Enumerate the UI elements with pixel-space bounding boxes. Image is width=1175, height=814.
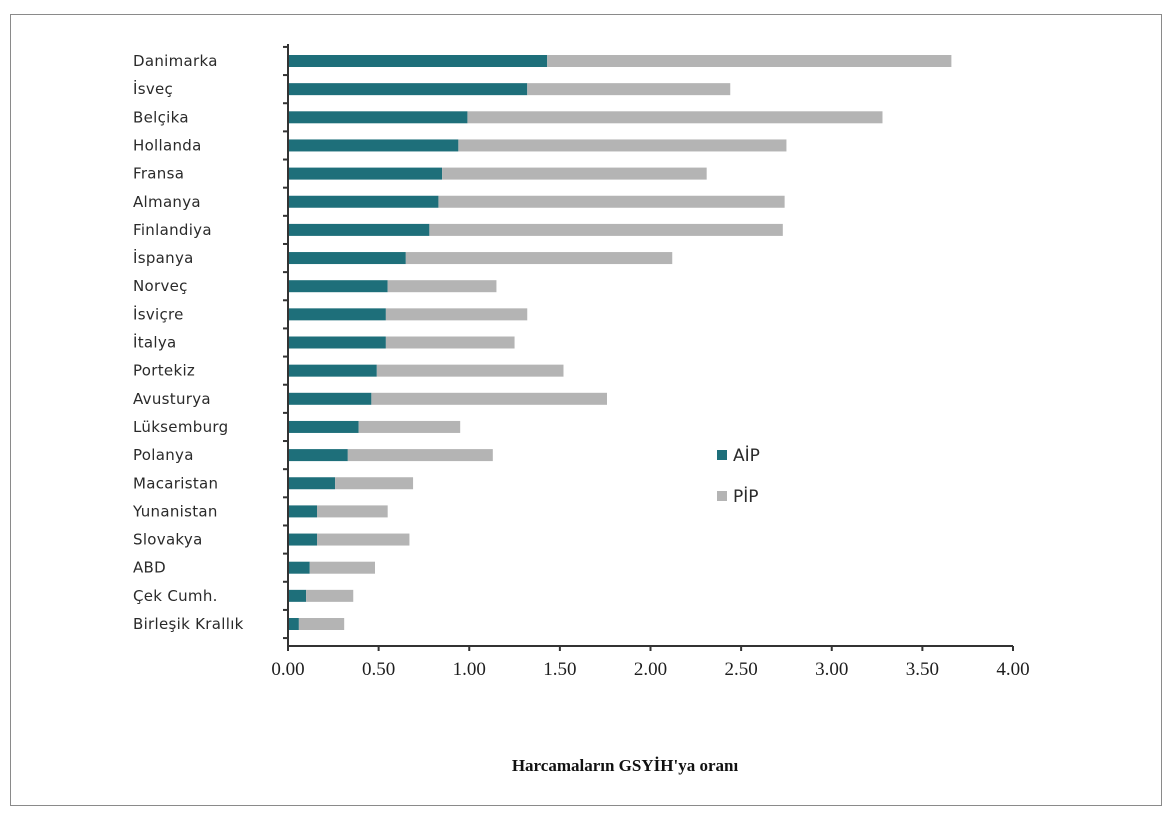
x-tick-label: 0.00 [271, 659, 304, 680]
bar-pip [387, 280, 497, 293]
bar-pip [385, 336, 515, 349]
x-tick-label: 1.00 [453, 659, 486, 680]
bar-pip [358, 420, 461, 433]
category-label: İsveç [133, 79, 173, 98]
category-label: Birleşik Krallık [133, 615, 244, 633]
bar-aip [288, 55, 548, 67]
category-label: Danimarka [133, 52, 218, 70]
x-tick-label: 2.50 [725, 659, 758, 680]
category-label: Polanya [133, 446, 194, 464]
x-tick-label: 3.00 [815, 659, 848, 680]
bar-pip [527, 83, 731, 96]
category-labels: Danimarka İsveç Belçika Hollanda Fransa Alman… [132, 52, 244, 633]
bar-pip [442, 167, 707, 180]
category-label: Belçika [133, 108, 189, 126]
bar-aip [288, 364, 377, 377]
legend-swatch [717, 450, 727, 460]
x-axis-ticks: 0.00 0.50 1.00 1.50 2.00 2.50 3.00 3.50 4.00 [271, 646, 1030, 680]
bar-pip [371, 392, 607, 405]
category-label: İspanya [133, 248, 194, 267]
bar-pip [347, 449, 493, 462]
legend-label: PİP [733, 486, 759, 507]
x-tick-label: 2.00 [634, 659, 667, 680]
x-tick-label: 1.50 [543, 659, 576, 680]
category-label: Macaristan [133, 474, 218, 492]
bar-aip [288, 618, 299, 630]
bar-aip [288, 83, 528, 96]
bar-pip [547, 55, 952, 67]
category-label: Finlandiya [133, 221, 212, 239]
category-label: İsviçre [133, 304, 184, 323]
bar-pip [405, 252, 673, 265]
bar-aip [288, 308, 386, 321]
x-tick-label: 3.50 [906, 659, 939, 680]
bar-aip [288, 505, 317, 518]
bar-aip [288, 392, 372, 405]
bar-aip [288, 139, 459, 152]
bar-pip [467, 111, 883, 124]
bar-aip [288, 589, 307, 602]
bar-aip [288, 449, 348, 462]
bar-pip [335, 477, 414, 490]
x-tick-label: 0.50 [362, 659, 395, 680]
y-axis-ticks [283, 45, 288, 640]
bar-aip [288, 280, 388, 293]
bar-aip [288, 223, 430, 236]
x-axis-title: Harcamaların GSYİH'ya oranı [512, 756, 739, 775]
category-label: ABD [133, 559, 166, 577]
bar-aip [288, 336, 386, 349]
bar-pip [306, 589, 354, 602]
bar-aip [288, 533, 317, 546]
bar-aip [288, 167, 443, 180]
category-label: Yunanistan [132, 502, 218, 520]
bar-pip [317, 505, 388, 518]
category-label: Hollanda [133, 136, 202, 154]
bar-aip [288, 477, 336, 490]
bar-aip [288, 252, 406, 265]
bar-pip [385, 308, 528, 321]
bar-pip [309, 561, 375, 574]
legend-label: AİP [733, 445, 760, 466]
legend-swatch [717, 491, 727, 501]
bar-pip [317, 533, 410, 546]
bar-aip [288, 420, 359, 433]
category-label: Fransa [133, 165, 184, 183]
category-label: Portekiz [133, 362, 195, 380]
bar-aip [288, 195, 439, 208]
category-label: İtalya [133, 333, 177, 352]
bar-pip [376, 364, 564, 377]
legend: AİP PİP [717, 445, 760, 507]
x-tick-label: 4.00 [996, 659, 1029, 680]
bars-group [288, 55, 952, 630]
category-label: Çek Cumh. [133, 587, 218, 605]
bar-pip [429, 223, 783, 236]
bar-pip [298, 618, 345, 630]
category-label: Slovakya [133, 531, 203, 549]
category-label: Norveç [133, 277, 188, 295]
bar-aip [288, 561, 310, 574]
bar-aip [288, 111, 468, 124]
category-label: Avusturya [133, 390, 211, 408]
bar-pip [458, 139, 787, 152]
category-label: Almanya [133, 193, 201, 211]
bar-pip [438, 195, 785, 208]
category-label: Lüksemburg [133, 418, 228, 436]
